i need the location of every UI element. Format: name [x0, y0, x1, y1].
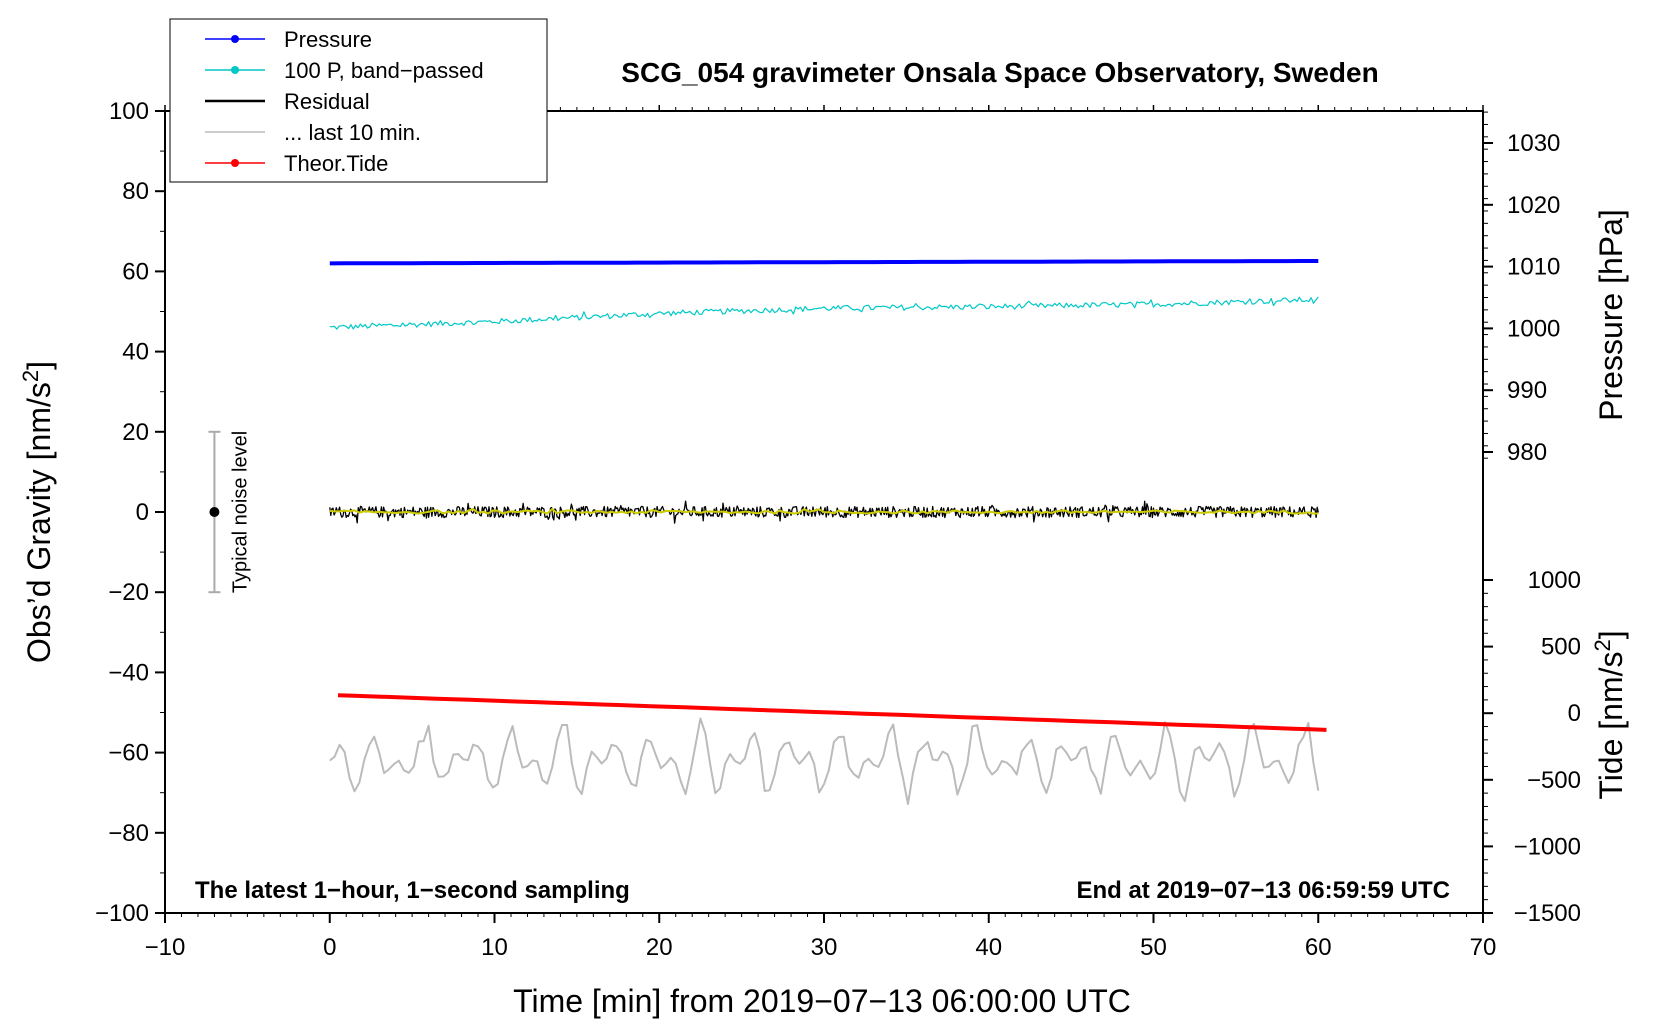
left-axis-title: Obs’d Gravity [nm/s2] — [18, 361, 57, 663]
tide-axis-title-sup: 2 — [1590, 639, 1615, 651]
y-tick-label: −40 — [108, 659, 149, 686]
pressure-tick-label: 990 — [1507, 377, 1547, 404]
tide-tick-label: −1000 — [1514, 833, 1581, 860]
pressure-tick-label: 1020 — [1507, 192, 1560, 219]
y-tick-label: 40 — [122, 339, 149, 366]
legend-label: ... last 10 min. — [284, 120, 421, 145]
series-100-p-band-passed — [329, 296, 1319, 330]
legend-label: Residual — [284, 89, 370, 114]
y-tick-label: 20 — [122, 419, 149, 446]
legend-label: Theor.Tide — [284, 151, 388, 176]
tide-tick-label: −1500 — [1514, 900, 1581, 927]
legend: Pressure 100 P, band−passed Residual ... la… — [169, 18, 548, 183]
series-theor-tide — [337, 693, 1327, 732]
series--last-10-min- — [329, 717, 1320, 805]
pressure-tick-label: 1010 — [1507, 254, 1560, 281]
y-tick-label: 0 — [136, 499, 149, 526]
tide-tick-label: 500 — [1541, 634, 1581, 661]
noise-bar-label: Typical noise level — [229, 431, 251, 593]
tide-axis-title: Tide [nm/s2] — [1590, 630, 1629, 799]
noise-bar: Typical noise level — [208, 430, 251, 594]
pressure-tick-label: 980 — [1507, 439, 1547, 466]
legend-marker-1 — [231, 66, 239, 74]
y-tick-label: 100 — [109, 98, 149, 125]
tide-tick-label: 0 — [1568, 700, 1581, 727]
legend-label: Pressure — [284, 27, 372, 52]
series-layer — [329, 259, 1327, 805]
tide-tick-label: 1000 — [1528, 567, 1581, 594]
pressure-tick-label: 1000 — [1507, 315, 1560, 342]
x-tick-label: 50 — [1140, 934, 1167, 961]
pressure-axis-title: Pressure [hPa] — [1593, 209, 1629, 421]
x-tick-label: 40 — [975, 934, 1002, 961]
note-left: The latest 1−hour, 1−second sampling — [195, 877, 630, 904]
x-tick-label: 30 — [811, 934, 838, 961]
x-tick-label: 0 — [323, 934, 336, 961]
x-axis-title: Time [min] from 2019−07−13 06:00:00 UTC — [513, 983, 1131, 1019]
y-tick-label: −60 — [108, 740, 149, 767]
left-axis-title-sup: 2 — [18, 370, 43, 382]
legend-marker-4 — [231, 159, 239, 167]
axis-ticks: −10 0 10 20 30 40 50 60 70100806040200−20−40−60−… — [95, 98, 1581, 961]
y-tick-label: −80 — [108, 820, 149, 847]
series-residual-smoothed- — [329, 508, 1319, 515]
series-pressure — [329, 259, 1319, 266]
x-tick-label: 60 — [1305, 934, 1332, 961]
x-tick-label: −10 — [145, 934, 186, 961]
y-tick-label: 80 — [122, 178, 149, 205]
legend-label: 100 P, band−passed — [284, 58, 484, 83]
y-tick-label: 60 — [122, 258, 149, 285]
y-tick-label: −100 — [95, 900, 149, 927]
tide-tick-label: −500 — [1527, 767, 1581, 794]
x-tick-label: 20 — [646, 934, 673, 961]
noise-bar-center — [209, 507, 220, 517]
legend-marker-0 — [231, 35, 239, 43]
note-right: End at 2019−07−13 06:59:59 UTC — [1076, 877, 1450, 904]
x-tick-label: 70 — [1470, 934, 1497, 961]
pressure-tick-label: 1030 — [1507, 130, 1560, 157]
chart-title: SCG_054 gravimeter Onsala Space Observat… — [621, 57, 1378, 88]
x-tick-label: 10 — [481, 934, 508, 961]
y-tick-label: −20 — [108, 579, 149, 606]
